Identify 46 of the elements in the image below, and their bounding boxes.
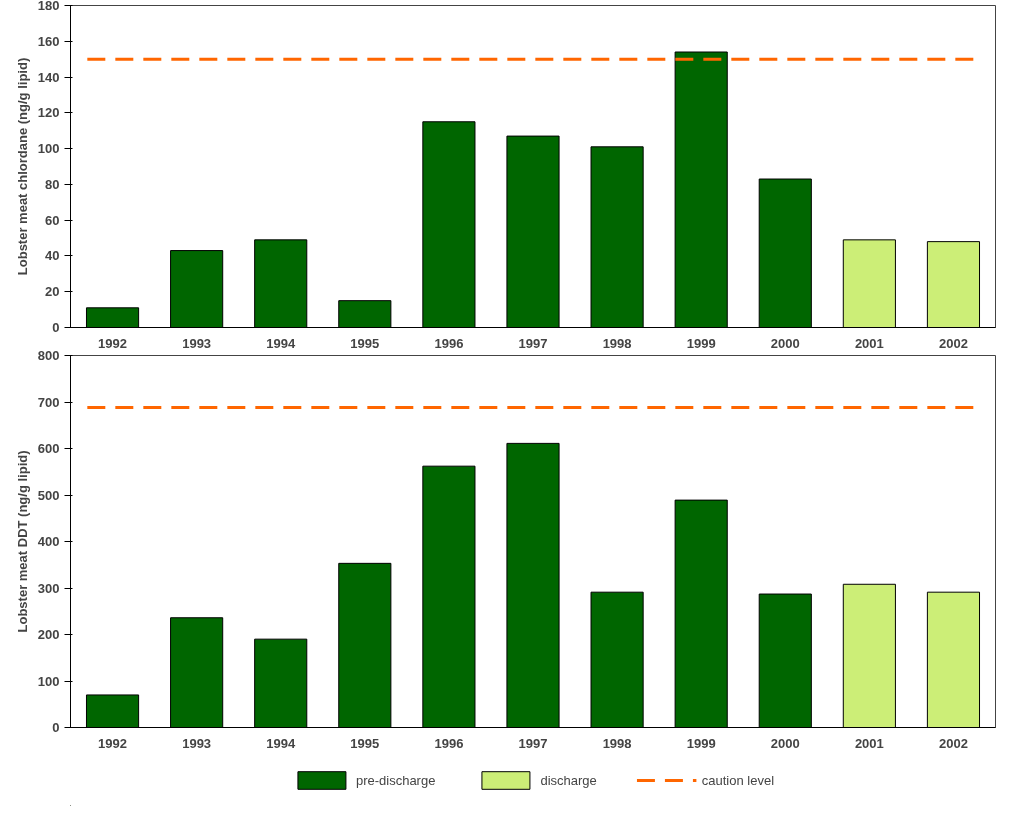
y-tick-label: 0 (52, 720, 60, 735)
y-tick-label: 100 (37, 141, 60, 157)
y-tick-label: 80 (45, 176, 60, 192)
x-tick-label: 1994 (266, 335, 296, 351)
x-tick-label: 2000 (770, 335, 800, 351)
x-tick-label: 1997 (518, 735, 548, 751)
x-tick-label: 1992 (98, 735, 128, 751)
x-tick-label: 1992 (98, 335, 128, 351)
y-tick-label: 20 (45, 284, 60, 300)
y-tick-label: 800 (37, 348, 60, 363)
x-tick-label: 1996 (434, 335, 464, 351)
y-tick-label: 500 (37, 487, 60, 503)
x-tick-label: 2002 (938, 335, 968, 351)
x-tick-label: 1993 (182, 335, 212, 351)
y-tick-label: 160 (37, 33, 60, 49)
x-tick-label: 2000 (770, 735, 800, 751)
x-tick-label: 1997 (518, 335, 548, 351)
y-tick-label: 120 (37, 105, 60, 121)
legend-label: pre-discharge (355, 772, 436, 788)
x-tick-label: 1999 (686, 735, 716, 751)
x-tick-label: 1995 (350, 735, 380, 751)
y-tick-label: 400 (37, 534, 60, 549)
y-axis-title: Lobster meat DDT (ng/g lipid) (14, 450, 30, 633)
x-tick-label: 2002 (938, 735, 968, 751)
x-tick-label: 1994 (266, 735, 296, 751)
y-tick-label: 180 (37, 0, 60, 13)
y-tick-label: 40 (45, 248, 60, 264)
x-tick-label: 2001 (854, 335, 884, 351)
x-tick-label: 2001 (854, 735, 884, 751)
y-tick-label: 700 (37, 394, 60, 410)
y-tick-label: 140 (37, 69, 60, 85)
y-tick-label: 300 (37, 580, 60, 596)
x-tick-label: 1998 (602, 735, 632, 751)
legend-label: caution level (701, 772, 775, 788)
x-tick-label: 1999 (686, 335, 716, 351)
legend-label: discharge (540, 772, 597, 788)
x-tick-label: 1996 (434, 735, 464, 751)
x-tick-label: 1998 (602, 335, 632, 351)
y-tick-label: 200 (37, 627, 60, 642)
y-tick-label: 100 (37, 673, 60, 689)
x-tick-label: 1995 (350, 335, 380, 351)
y-tick-label: 600 (37, 441, 60, 456)
y-tick-label: 60 (45, 212, 60, 228)
x-tick-label: 1993 (182, 735, 212, 751)
y-axis-title: Lobster meat chlordane (ng/g lipid) (14, 57, 30, 276)
y-tick-label: 0 (52, 320, 60, 335)
